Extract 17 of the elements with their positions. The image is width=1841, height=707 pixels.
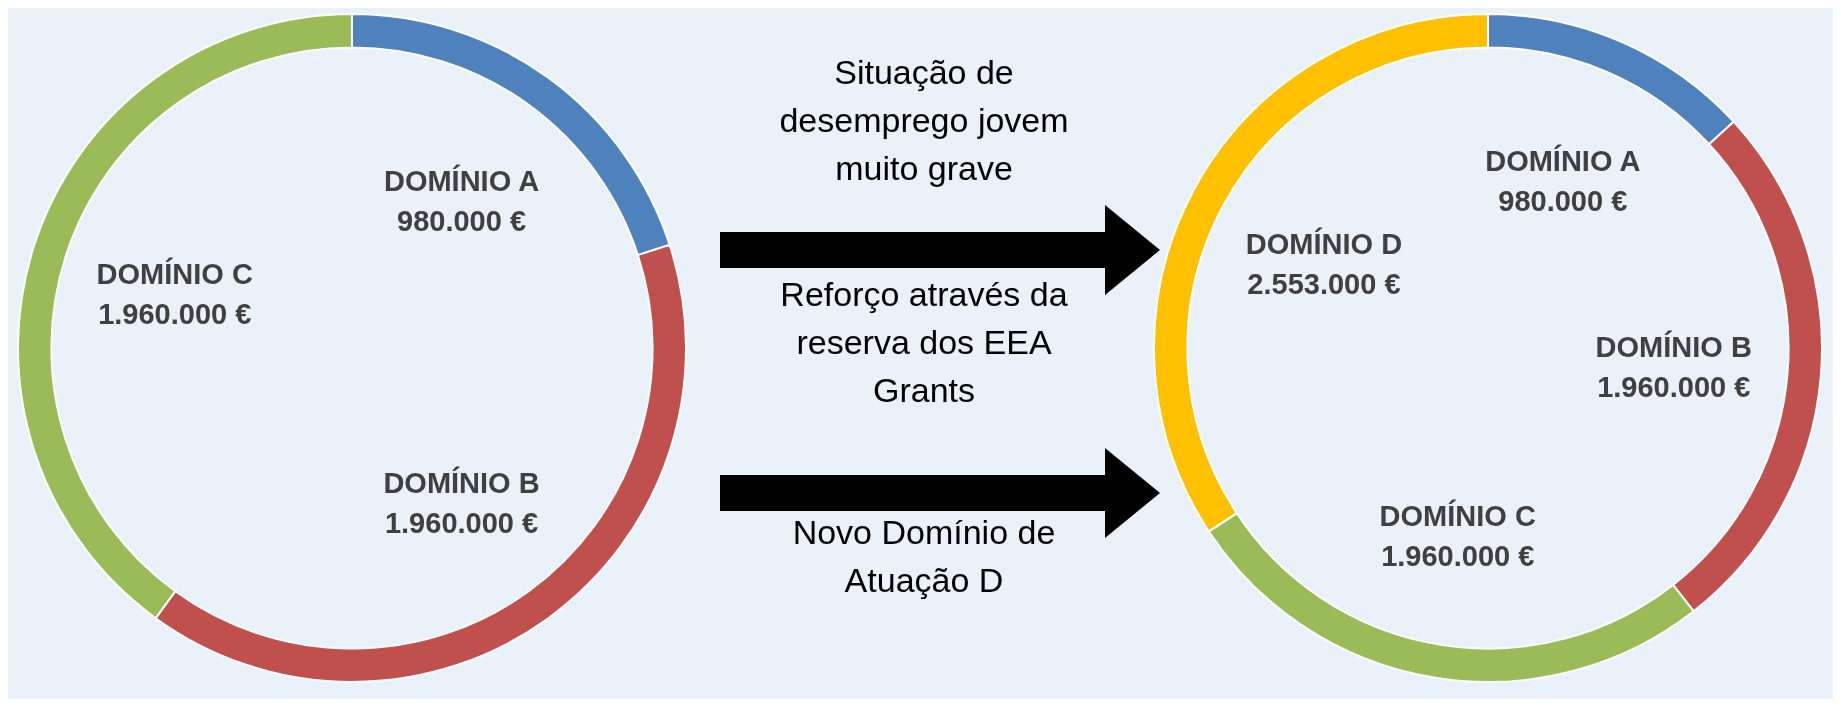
slice-label: DOMÍNIO A xyxy=(1485,144,1641,178)
data-label: 980.000 € xyxy=(1498,185,1628,218)
data-label: 980.000 € xyxy=(397,205,527,238)
slice-label: DOMÍNIO C xyxy=(1379,498,1536,532)
data-label: 1.960.000 € xyxy=(1597,371,1751,404)
text: Novo Domínio de Atuação D xyxy=(791,512,1057,601)
slice-label: DOMÍNIO C xyxy=(96,257,253,291)
data-label: 1.960.000 € xyxy=(98,298,252,331)
text: Reforço através da reserva dos EEA Grants xyxy=(779,274,1069,411)
slice-label: DOMÍNIO D xyxy=(1245,226,1403,260)
data-label: 2.553.000 € xyxy=(1247,267,1401,300)
slice-label: DOMÍNIO B xyxy=(383,465,540,499)
slice-label: DOMÍNIO B xyxy=(1595,330,1752,364)
data-label: 1.960.000 € xyxy=(384,506,539,539)
slice-label: DOMÍNIO A xyxy=(383,164,540,198)
text: Situação de desemprego jovem muito grave xyxy=(778,52,1070,189)
data-label: 1.960.000 € xyxy=(1381,539,1535,572)
